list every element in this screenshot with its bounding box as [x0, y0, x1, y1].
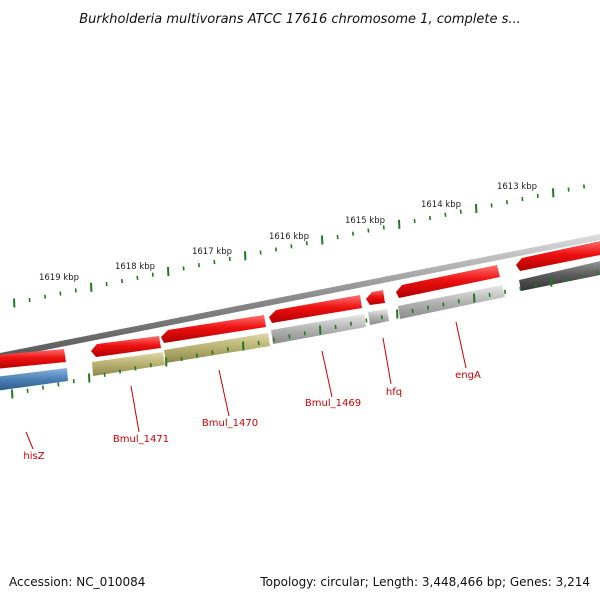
gene-inner-hisZ[interactable]	[0, 368, 68, 391]
leader-Bmul_1471	[130, 385, 140, 433]
scale-label-1618: 1618 kbp	[115, 262, 155, 272]
scale-ticks-inner	[11, 270, 599, 399]
leader-engA	[455, 321, 467, 369]
leader-Bmul_1469	[321, 350, 333, 398]
scale-label-1613: 1613 kbp	[497, 182, 537, 192]
scale-label-1617: 1617 kbp	[192, 247, 232, 257]
gene-inner-7[interactable]	[519, 260, 600, 291]
gene-outer-hfq[interactable]	[366, 290, 385, 305]
gene-inner-Bmul_1471[interactable]	[92, 352, 165, 376]
accession-text: Accession: NC_010084	[9, 575, 145, 589]
scale-label-1614: 1614 kbp	[421, 200, 461, 210]
scale-label-1615: 1615 kbp	[345, 216, 385, 226]
gene-label-Bmul_1471[interactable]: Bmul_1471	[113, 434, 169, 445]
leader-hisZ	[25, 431, 34, 450]
gene-label-engA[interactable]: engA	[455, 370, 481, 381]
gene-label-hfq[interactable]: hfq	[386, 387, 402, 398]
gene-label-Bmul_1469[interactable]: Bmul_1469	[305, 398, 361, 409]
leader-hfq	[382, 337, 392, 385]
gene-inner-Bmul_1470[interactable]	[164, 333, 270, 363]
leader-Bmul_1470	[218, 369, 230, 417]
gene-inner-engA[interactable]	[398, 285, 505, 319]
gene-inner-Bmul_1469[interactable]	[271, 314, 366, 344]
gene-outer-2[interactable]	[91, 336, 161, 357]
gene-outer-engA[interactable]	[396, 265, 500, 298]
outer-strand-genes	[0, 240, 600, 369]
chromosome-backbone	[0, 233, 600, 360]
gene-label-lines	[25, 321, 467, 450]
gene-outer-6[interactable]	[516, 240, 600, 271]
map-title: Burkholderia multivorans ATCC 17616 chro…	[79, 12, 521, 27]
gene-outer-3[interactable]	[161, 315, 266, 343]
gene-outer-1[interactable]	[0, 349, 66, 369]
scale-label-1616: 1616 kbp	[269, 232, 309, 242]
scale-label-1619: 1619 kbp	[39, 273, 79, 283]
scale-labels: 1619 kbp 1618 kbp 1617 kbp 1616 kbp 1615…	[39, 182, 537, 283]
inner-strand-genes	[0, 260, 600, 391]
scale-ticks-outer	[13, 184, 585, 308]
gene-outer-4[interactable]	[269, 295, 362, 323]
gene-label-Bmul_1470[interactable]: Bmul_1470	[202, 418, 258, 429]
topology-summary: Topology: circular; Length: 3,448,466 bp…	[259, 575, 590, 589]
gene-label-hisZ[interactable]: hisZ	[23, 451, 44, 462]
gene-labels: hisZ Bmul_1471 Bmul_1470 Bmul_1469 hfq e…	[23, 370, 481, 462]
gene-inner-hfq[interactable]	[368, 309, 389, 325]
